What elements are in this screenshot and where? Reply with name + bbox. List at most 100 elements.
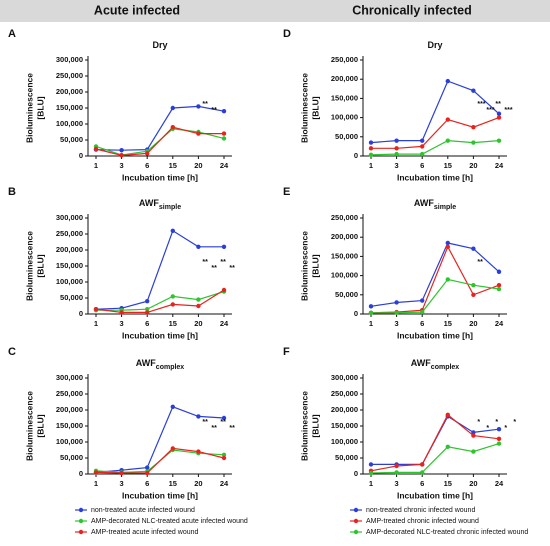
data-point bbox=[471, 433, 476, 438]
data-point bbox=[394, 300, 399, 305]
series-line bbox=[95, 406, 225, 473]
significance: ** bbox=[202, 419, 208, 426]
panel-letter: F bbox=[283, 346, 290, 358]
y-tick-label: 100,000 bbox=[331, 113, 358, 122]
y-axis-label: [BLU] bbox=[35, 414, 45, 437]
data-point bbox=[119, 153, 124, 158]
data-point bbox=[145, 465, 150, 470]
x-tick-label: 24 bbox=[220, 161, 229, 170]
legend-label: AMP-treated chronic infected wound bbox=[366, 518, 479, 525]
significance: * bbox=[486, 425, 489, 432]
y-tick-label: 150,000 bbox=[331, 421, 358, 430]
data-point bbox=[196, 414, 201, 419]
title-main: Dry bbox=[427, 40, 442, 50]
data-point bbox=[119, 470, 124, 476]
x-tick-label: 1 bbox=[369, 161, 373, 170]
y-tick-label: 250,000 bbox=[56, 389, 83, 398]
significance: ** bbox=[229, 265, 235, 272]
data-point bbox=[394, 138, 399, 143]
data-point bbox=[119, 148, 124, 153]
series-line bbox=[370, 413, 500, 472]
y-tick-label: 300,000 bbox=[56, 373, 83, 382]
y-tick-label: 200,000 bbox=[331, 74, 358, 83]
significance: ** bbox=[229, 425, 235, 432]
x-tick-label: 20 bbox=[469, 319, 477, 328]
x-tick-label: 6 bbox=[145, 161, 149, 170]
data-point bbox=[368, 462, 374, 467]
y-axis-label: Bioluminescence bbox=[299, 391, 309, 461]
chart-title: AWFcomplex bbox=[136, 358, 185, 370]
y-tick-label: 150,000 bbox=[56, 421, 83, 430]
data-point bbox=[445, 117, 450, 122]
data-point bbox=[196, 449, 201, 454]
data-point bbox=[196, 297, 201, 302]
legend-label: AMP-decorated NLC-treated acute infected… bbox=[91, 518, 248, 525]
y-axis-label: [BLU] bbox=[310, 96, 320, 119]
significance: ** bbox=[202, 101, 208, 108]
y-tick-label: 200,000 bbox=[56, 245, 83, 254]
series-line bbox=[95, 128, 225, 156]
chart-title: AWFsimple bbox=[414, 198, 456, 210]
significance: * bbox=[504, 425, 507, 432]
data-point bbox=[221, 131, 227, 136]
significance: * bbox=[477, 419, 480, 426]
header-band bbox=[0, 0, 550, 22]
data-point bbox=[196, 303, 201, 309]
x-tick-label: 1 bbox=[94, 319, 98, 328]
x-tick-label: 6 bbox=[145, 479, 149, 488]
data-point bbox=[445, 138, 450, 143]
data-point bbox=[368, 304, 374, 309]
legend-label: non-treated acute infected wound bbox=[91, 507, 195, 514]
y-tick-label: 250,000 bbox=[56, 229, 83, 238]
significance: ** bbox=[220, 259, 226, 266]
y-tick-label: 0 bbox=[79, 309, 83, 318]
legend-marker bbox=[353, 507, 359, 513]
chart-title: AWFsimple bbox=[139, 198, 181, 210]
x-tick-label: 24 bbox=[220, 479, 229, 488]
series-line bbox=[370, 242, 500, 307]
x-tick-label: 6 bbox=[420, 161, 424, 170]
legend-marker bbox=[353, 518, 359, 524]
legend-marker bbox=[78, 529, 84, 535]
data-point bbox=[145, 470, 150, 476]
significance: ** bbox=[211, 107, 217, 114]
significance: ** bbox=[220, 419, 226, 426]
chart-title: AWFcomplex bbox=[411, 358, 460, 370]
series-line bbox=[371, 278, 500, 314]
y-tick-label: 200,000 bbox=[331, 405, 358, 414]
x-tick-label: 1 bbox=[94, 161, 98, 170]
y-tick-label: 300,000 bbox=[56, 213, 83, 222]
y-tick-label: 100,000 bbox=[331, 271, 358, 280]
series-line bbox=[95, 289, 225, 313]
y-tick-label: 150,000 bbox=[56, 261, 83, 270]
x-axis-label: Incubation time [h] bbox=[397, 330, 473, 340]
data-point bbox=[368, 470, 374, 476]
data-point bbox=[170, 125, 175, 130]
significance: ** bbox=[495, 101, 501, 108]
data-point bbox=[445, 277, 450, 282]
title-main: AWF bbox=[414, 198, 434, 208]
data-point bbox=[420, 151, 425, 157]
y-axis-label: Bioluminescence bbox=[24, 391, 34, 461]
data-point bbox=[445, 78, 450, 84]
data-point bbox=[445, 244, 450, 249]
y-tick-label: 150,000 bbox=[331, 251, 358, 260]
x-tick-label: 3 bbox=[120, 479, 124, 488]
y-tick-label: 0 bbox=[354, 469, 358, 478]
x-tick-label: 3 bbox=[120, 319, 124, 328]
y-axis-label: Bioluminescence bbox=[24, 231, 34, 301]
significance: *** bbox=[477, 101, 485, 108]
data-point bbox=[394, 146, 399, 151]
series-line bbox=[95, 229, 224, 310]
x-tick-label: 6 bbox=[420, 319, 424, 328]
x-tick-label: 15 bbox=[169, 319, 177, 328]
data-point bbox=[368, 152, 374, 158]
title-main: Dry bbox=[152, 40, 167, 50]
y-axis-label: Bioluminescence bbox=[299, 231, 309, 301]
x-tick-label: 15 bbox=[444, 161, 452, 170]
data-point bbox=[119, 310, 124, 315]
data-point bbox=[221, 455, 227, 461]
x-axis-label: Incubation time [h] bbox=[122, 330, 198, 340]
data-point bbox=[471, 430, 476, 435]
y-axis-label: Bioluminescence bbox=[24, 73, 34, 143]
